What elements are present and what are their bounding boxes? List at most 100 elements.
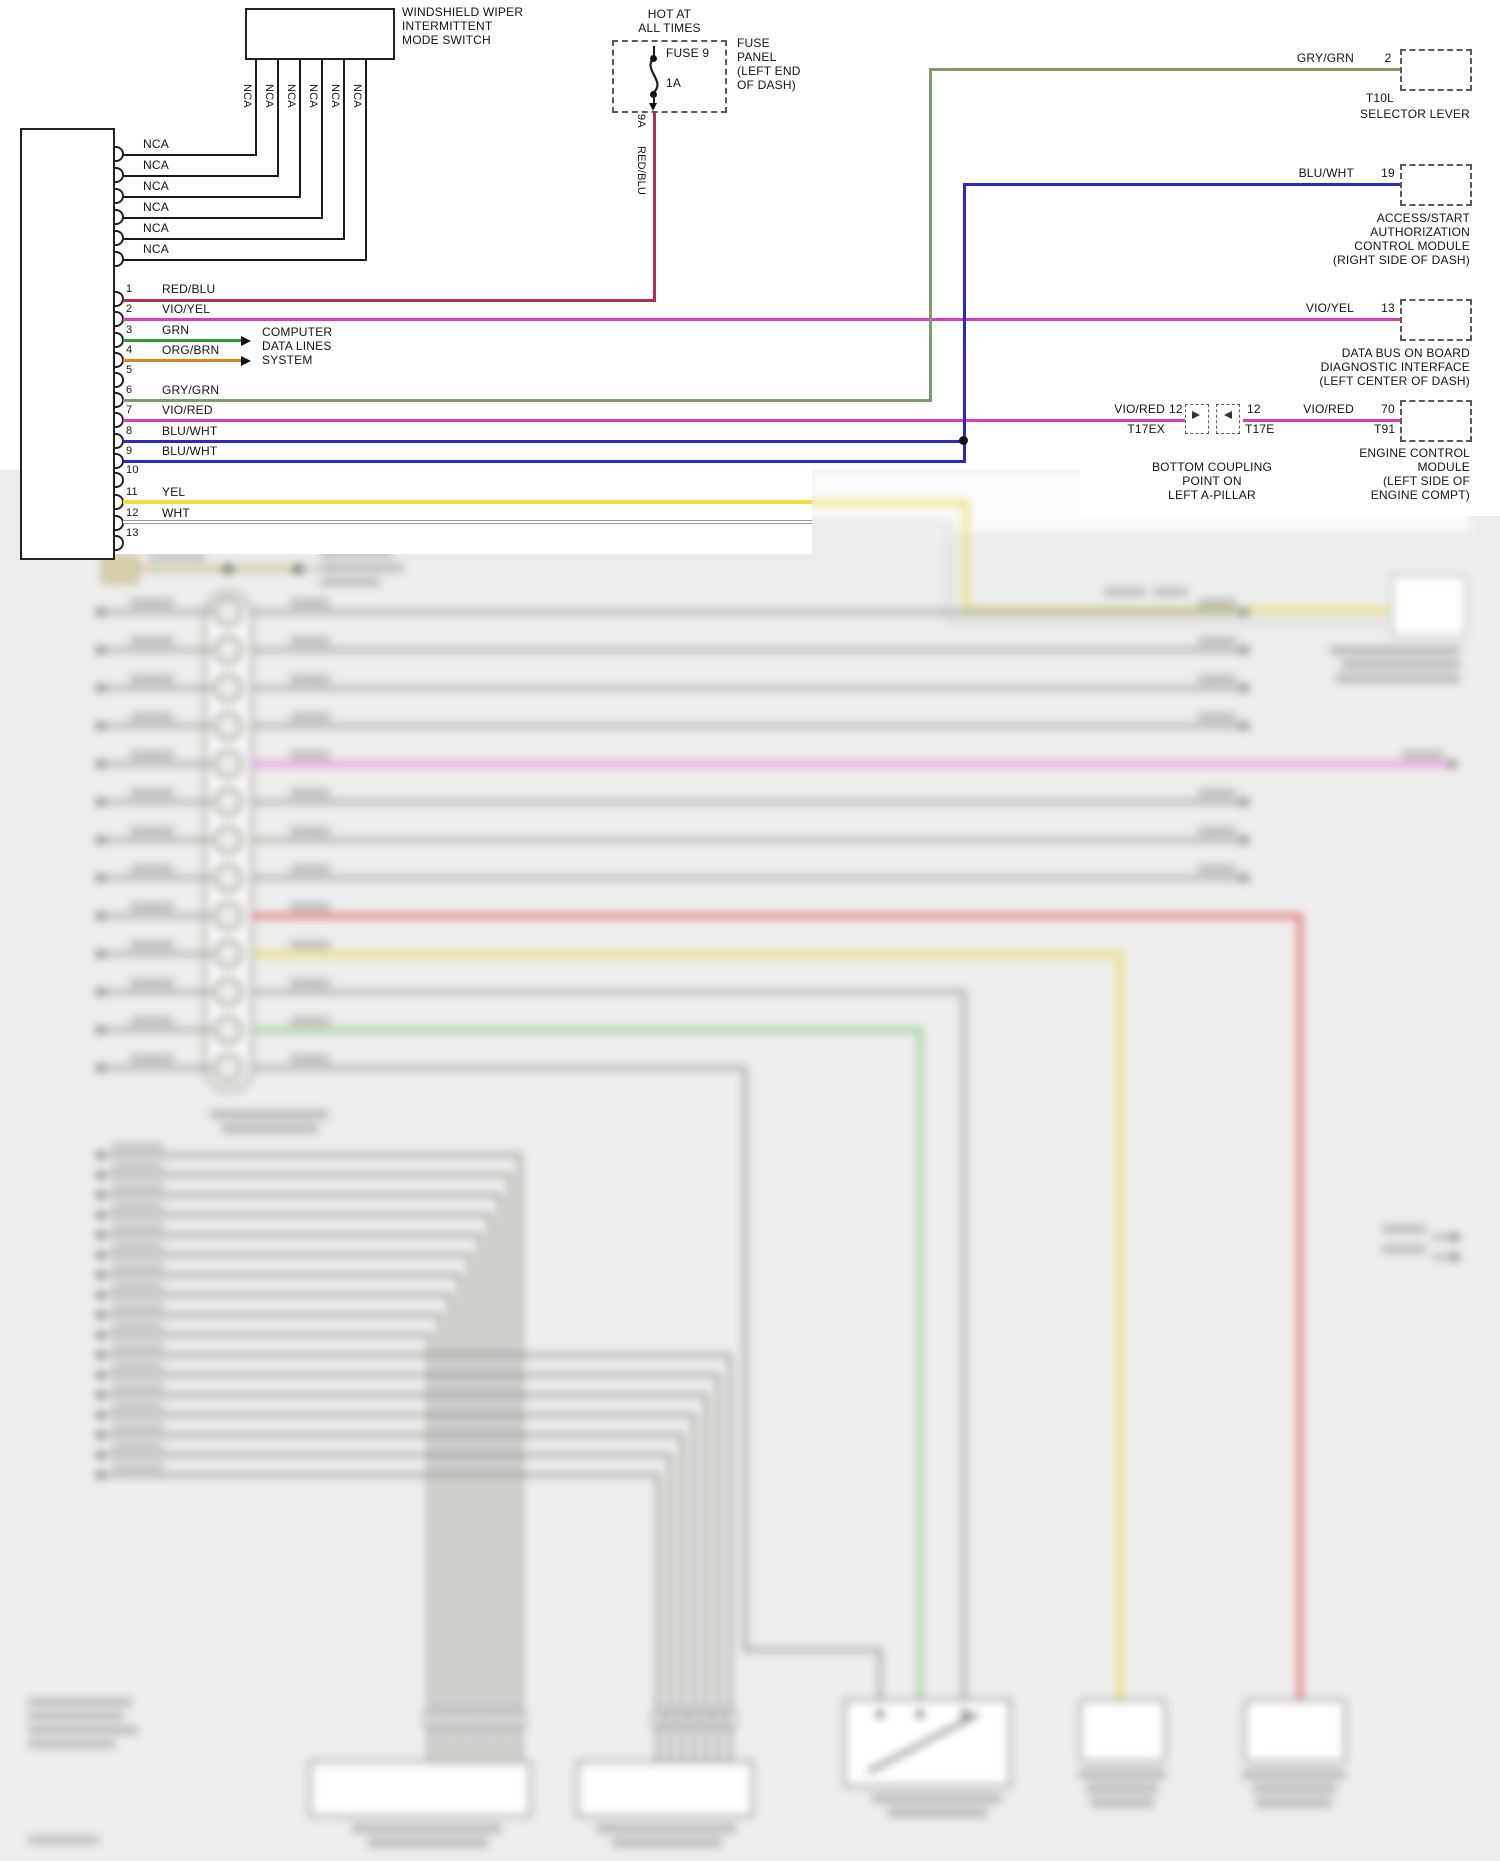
fuse-panel-caption: FUSE [737,36,770,50]
nca-rotated-label: NCA [241,84,253,108]
component-name: CONTROL MODULE [1354,239,1470,253]
component-name: (RIGHT SIDE OF DASH) [1332,253,1470,267]
all-times-label: ALL TIMES [638,21,701,35]
access-start-module-box [1400,164,1472,206]
wire-color-label: ORG/BRN [162,343,220,357]
nca-row-label: NCA [143,179,169,193]
wire-vio-yel [123,318,1400,321]
wire-gry-grn [929,69,932,402]
fuse-rating: 1A [666,76,682,90]
nca-row-label: NCA [143,221,169,235]
nca-wire [123,217,323,219]
component-pin-number: 13 [1381,301,1395,315]
pin-number: 8 [126,425,133,437]
blur-green-wire [252,1028,922,1700]
nca-wire [277,60,279,177]
pin-bump [115,535,124,551]
blur-pin-stubs [424,1709,736,1729]
nca-rotated-label: NCA [351,84,363,108]
wire-junction-dot [959,436,968,445]
wire-color-label: VIO/YEL [162,302,211,316]
wiper-switch-box [245,8,395,60]
wire-grn [123,339,241,342]
pin-number: 13 [126,527,139,539]
pin-bump [115,188,124,204]
blur-connector-terminals [213,597,243,1083]
pin-bump [115,167,124,183]
data-lines-note: DATA LINES [262,339,332,353]
blur-yel-wht-wires [800,501,1392,625]
blur-switch-detail [867,1710,979,1774]
pin-bump [115,146,124,162]
circuit-number-label: 9A [635,114,647,128]
wire-color-rotated-label: RED/BLU [635,146,647,196]
component-name: ENGINE COMPT) [1370,488,1470,502]
wire-color-label: VIO/YEL [1305,301,1354,315]
nca-rotated-label: NCA [307,84,319,108]
pin-number: 5 [126,364,133,376]
fuse-panel-box [612,40,727,113]
coupling-arrow-icon [1192,411,1200,419]
wiper-switch-title-line: WINDSHIELD WIPER [402,5,524,19]
blur-harness-bundle [100,1153,732,1762]
wire-red-blu [123,299,656,302]
nca-row-label: NCA [143,242,169,256]
pin-number: 7 [126,404,133,416]
pin-number: 10 [126,464,139,476]
data-lines-note: COMPUTER [262,325,333,339]
blur-left-stubs [100,610,212,1070]
wire-color-label: RED/BLU [162,282,216,296]
component-name: SELECTOR LEVER [1360,107,1470,121]
component-name: MODULE [1417,460,1470,474]
nca-wire [123,238,345,240]
engine-control-module-box [1400,400,1472,442]
blur-yellow-wire [252,952,1122,1700]
wire-wht [123,520,812,524]
nca-row-label: NCA [143,200,169,214]
fuse-panel-caption: (LEFT END [737,64,801,78]
wire-org-brn [123,359,241,362]
wire-color-label: BLU/WHT [162,444,218,458]
nca-wire [123,175,279,177]
wiper-switch-title-line: INTERMITTENT [402,19,493,33]
wire-color-label: VIO/RED [162,403,213,417]
pin-number: 1 [126,283,133,295]
nca-row-label: NCA [143,137,169,151]
wire-blu-wht [123,440,966,443]
fuse-terminal-dot [650,91,657,98]
fuse-panel-caption: OF DASH) [737,78,796,92]
pin-number: 4 [126,344,133,356]
nca-row-label: NCA [143,158,169,172]
nca-wire [123,154,257,156]
wire-color-label: YEL [162,485,186,499]
nca-wire [123,196,301,198]
component-name: ENGINE CONTROL [1359,446,1470,460]
wire-color-label: BLU/WHT [1298,166,1354,180]
blurred-schematic-region [0,470,1500,1861]
fuse-lead [653,46,655,58]
wire-blu-wht [963,183,1400,186]
pin-number: 12 [126,507,139,519]
fuse-lead [653,95,655,107]
blurred-diagram-layer [28,470,1470,1847]
hot-at-label: HOT AT [647,7,692,21]
pin-number: 11 [126,486,138,498]
component-pin-number: 2 [1384,51,1392,65]
pin-bump [115,230,124,246]
pin-number: 9 [126,445,133,457]
wire-color-label: GRY/GRN [1296,51,1354,65]
wire-gry-grn [123,399,932,402]
wire-blu-wht [963,184,966,463]
nca-wire [123,259,367,261]
data-lines-arrow-icon [241,336,251,346]
component-name: ACCESS/START [1376,211,1470,225]
pin-bump [115,372,124,388]
pin-number: 6 [126,384,133,396]
blur-component-box [1391,575,1467,637]
nca-wire [299,60,301,198]
fuse-name: FUSE 9 [666,46,710,60]
blur-text-blobs-topright [1104,588,1460,683]
data-lines-arrow-icon [241,356,251,366]
wire-gry-grn [929,68,1400,71]
